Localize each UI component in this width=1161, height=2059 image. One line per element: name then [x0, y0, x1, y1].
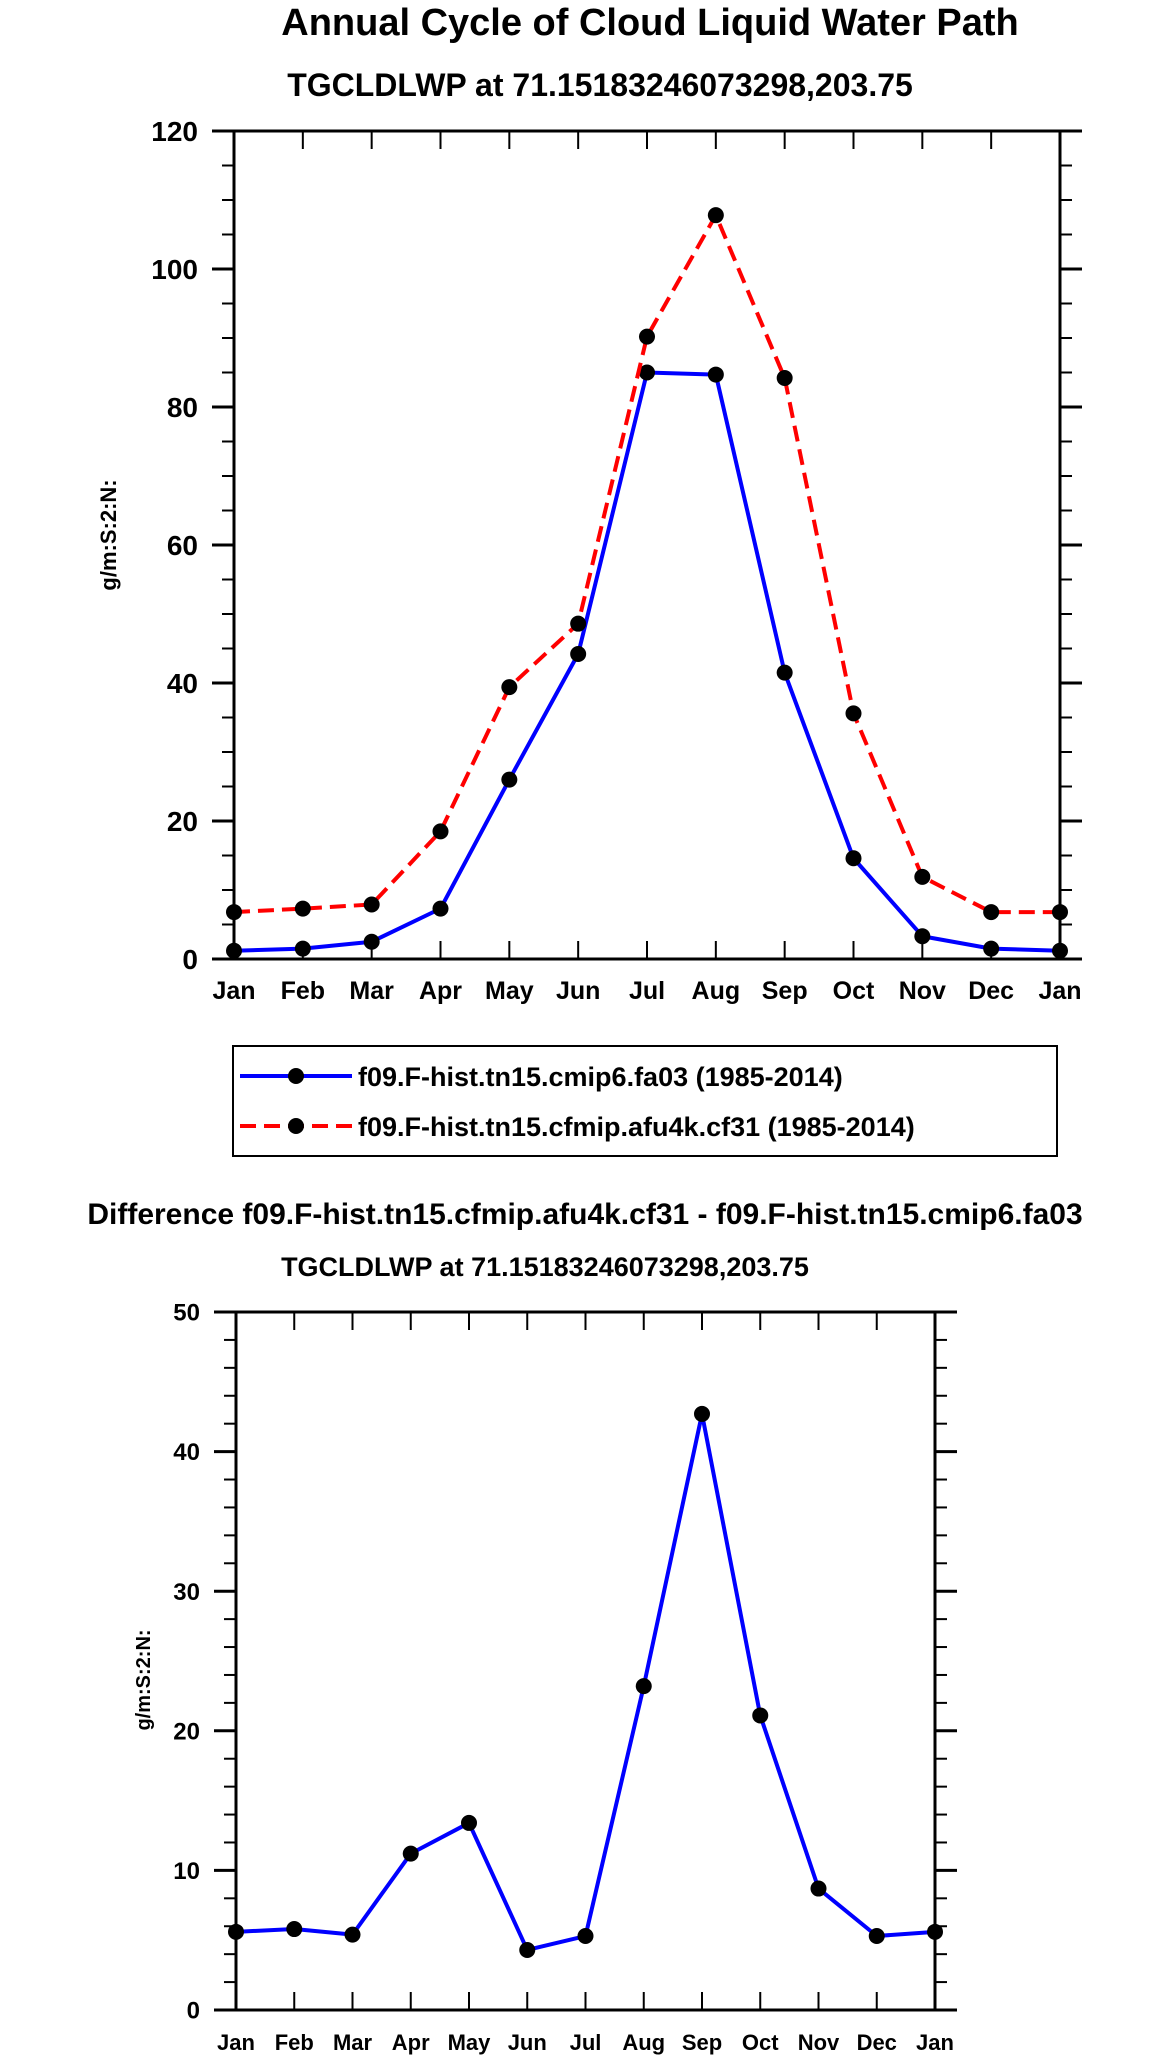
- chart2-plot: Jan Feb Mar Apr May Jun Jul Aug Sep Oct Nov Dec Jan 0…: [173, 1300, 957, 2055]
- chart1-series-line-1: [233, 370, 1061, 953]
- chart1-x-tick-label: Dec: [968, 977, 1014, 1005]
- chart2-x-tick-label: Jan: [217, 2030, 255, 2055]
- chart2-x-tick-label: Mar: [333, 2030, 373, 2055]
- chart2-series-1-point-sep: [694, 1405, 710, 1422]
- chart1-series-2-point-aug: [707, 207, 724, 224]
- chart2-title: Difference f09.F-hist.tn15.cfmip.afu4k.c…: [87, 1198, 1082, 1231]
- chart2-series-1-point-nov: [810, 1880, 827, 1897]
- chart1-y-tick-label: 0: [182, 944, 198, 975]
- chart2-series-1-point-jun: [519, 1941, 536, 1958]
- chart2-series-1-point-may: [461, 1814, 477, 1831]
- chart2-series-1-point-jan: [228, 1923, 244, 1940]
- chart1-series-1-point-jan: [226, 942, 242, 959]
- chart2-series-1-point-dec: [868, 1928, 885, 1945]
- chart2-y-tick-label: 10: [173, 1858, 200, 1885]
- chart1-x-tick-label: Oct: [833, 977, 875, 1005]
- chart2-x-tick-label: Dec: [857, 2030, 897, 2055]
- chart2-y-tick-label: 50: [173, 1300, 200, 1327]
- legend-marker-series1: [288, 1068, 304, 1084]
- legend-label-series1: f09.F-hist.tn15.cmip6.fa03 (1985-2014): [358, 1062, 843, 1092]
- chart2-x-tick-label: Aug: [622, 2030, 665, 2055]
- legend-marker-series2: [288, 1118, 304, 1134]
- chart2-x-tick-label: Sep: [682, 2030, 722, 2055]
- chart1-y-tick-label: 80: [167, 392, 198, 423]
- chart1-series-2-point-jan: [1052, 904, 1068, 921]
- legend-box: [232, 1045, 1058, 1157]
- chart2-x-tick-label: Jul: [570, 2030, 602, 2055]
- chart1-x-tick-label: Jan: [212, 977, 255, 1005]
- chart1-series-1-point-aug: [707, 366, 724, 383]
- chart1-plot: Jan Feb Mar Apr May Jun Jul Aug Sep Oct Nov Dec Jan 0…: [151, 116, 1082, 1005]
- chart2-series-1-point-jul: [577, 1928, 594, 1945]
- chart1-y-tick-label: 40: [167, 668, 198, 699]
- chart1-x-tick-label: Apr: [419, 977, 462, 1005]
- chart1-x-tick-label: Jul: [629, 977, 665, 1005]
- chart1-series-2-point-apr: [432, 823, 449, 840]
- chart1-series-1-point-oct: [845, 850, 862, 867]
- chart1-series-2-point-sep: [776, 370, 793, 387]
- chart2-series-1-point-jan: [927, 1923, 943, 1940]
- chart1-x-tick-label: Aug: [692, 977, 741, 1005]
- chart1-subtitle: TGCLDLWP at 71.15183246073298,203.75: [287, 67, 913, 103]
- chart1-series-1-point-may: [501, 771, 518, 788]
- chart2-subtitle: TGCLDLWP at 71.15183246073298,203.75: [281, 1252, 809, 1282]
- chart2-x-tick-label: Jun: [508, 2030, 547, 2055]
- chart1-series-2-point-mar: [363, 896, 380, 913]
- chart2-x-tick-label: Nov: [798, 2030, 840, 2055]
- chart1-legend: f09.F-hist.tn15.cmip6.fa03 (1985-2014) f…: [232, 1045, 1058, 1157]
- chart1-series-2-point-jul: [639, 328, 655, 345]
- chart1-x-tick-label: May: [485, 977, 534, 1005]
- chart1-x-tick-label: Mar: [349, 977, 394, 1005]
- chart2-x-tick-label: Apr: [392, 2030, 430, 2055]
- chart1-series-line-2: [233, 213, 1060, 915]
- chart1-y-axis-label: g/m:S:2:N:: [96, 479, 121, 590]
- chart1-frame: [232, 129, 1062, 961]
- chart1-series-2-point-jun: [570, 615, 587, 632]
- chart1-series-1-point-apr: [432, 900, 449, 917]
- chart1-x-tick-label: Feb: [281, 977, 325, 1005]
- chart1-series-1-point-mar: [363, 933, 380, 950]
- chart2-x-tick-label: May: [448, 2030, 492, 2055]
- chart2-y-tick-label: 40: [173, 1439, 200, 1466]
- chart2-series-1-point-apr: [402, 1845, 419, 1862]
- legend-label-series2: f09.F-hist.tn15.cfmip.afu4k.cf31 (1985-2…: [358, 1112, 915, 1142]
- chart2-y-tick-label: 0: [187, 1998, 200, 2025]
- chart1-x-tick-label: Jan: [1038, 977, 1081, 1005]
- chart1-x-tick-label: Nov: [899, 977, 946, 1005]
- chart1-x-tick-label: Jun: [556, 977, 600, 1005]
- chart1-series-1-point-dec: [983, 940, 1000, 957]
- chart1-series-2-point-jan: [226, 904, 242, 921]
- chart2-series-1-point-aug: [635, 1678, 652, 1695]
- chart1-series-1-point-nov: [914, 928, 931, 945]
- chart1-series-1-point-jun: [570, 646, 587, 663]
- chart1-y-tick-label: 100: [151, 254, 198, 285]
- chart2-x-tick-label: Feb: [275, 2030, 314, 2055]
- chart1-series-2-point-dec: [983, 904, 1000, 921]
- chart2-series-1-point-feb: [286, 1921, 303, 1938]
- chart1-y-tick-label: 20: [167, 806, 198, 837]
- chart2-frame: [234, 1310, 937, 2012]
- chart2-x-tick-label: Jan: [916, 2030, 954, 2055]
- chart1-y-tick-label: 120: [151, 116, 198, 147]
- chart2-series-line-1: [235, 1411, 936, 1952]
- chart1-series-2-point-oct: [845, 705, 862, 722]
- figure-title: Annual Cycle of Cloud Liquid Water Path: [281, 2, 1019, 44]
- chart1-series-2-point-may: [501, 679, 518, 696]
- chart1-series-2-point-nov: [914, 868, 931, 885]
- chart1-series-1-point-feb: [294, 940, 311, 957]
- chart2-series-1-point-mar: [344, 1926, 361, 1943]
- chart2-y-tick-label: 20: [173, 1718, 200, 1745]
- chart1-y-tick-label: 60: [167, 530, 198, 561]
- chart1-series-2-point-feb: [294, 900, 311, 917]
- chart1-series-1-point-sep: [776, 664, 793, 681]
- chart2-series-1-point-oct: [752, 1707, 769, 1724]
- chart1-series-1-point-jan: [1052, 942, 1068, 959]
- chart2-x-tick-label: Oct: [742, 2030, 779, 2055]
- chart2-y-tick-label: 30: [173, 1579, 200, 1606]
- chart2-y-axis-label: g/m:S:2:N:: [133, 1629, 155, 1730]
- chart1-series-1-point-jul: [639, 364, 655, 381]
- chart1-x-tick-label: Sep: [762, 977, 808, 1005]
